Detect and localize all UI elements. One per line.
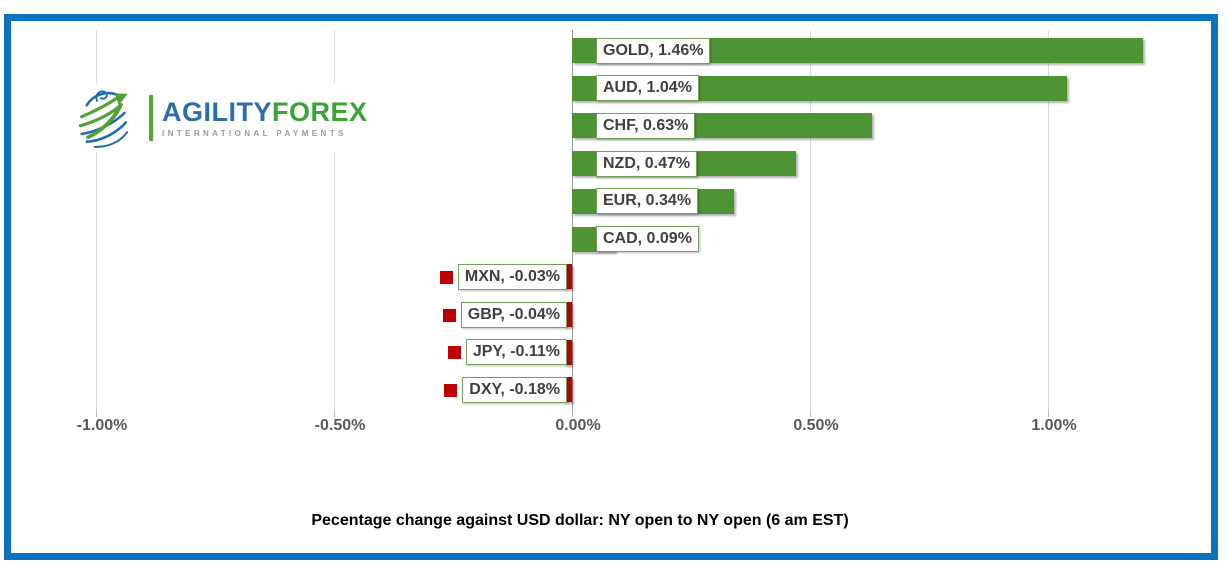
legend-key-red-square [444,383,458,397]
bar-jpy [564,340,572,365]
axis-tick-label: -1.00% [76,417,128,434]
legend-key-red-square [439,270,453,284]
chart-title: Pecentage change against USD dollar: NY … [311,512,849,529]
axis-tickmark [810,410,811,417]
bar-label-aud: AUD, 1.04% [596,75,699,101]
logo-tagline: INTERNATIONAL PAYMENTS [162,128,347,138]
axis-tick-label: 0.50% [793,417,839,434]
bar-label-row-jpy: JPY, -0.11% [447,339,567,365]
agilityforex-logo: AGILITYFOREX INTERNATIONAL PAYMENTS [48,84,367,152]
logo-separator-bar [149,95,153,141]
bar-label-row-gbp: GBP, -0.04% [442,302,567,328]
bar-label-row-mxn: MXN, -0.03% [439,264,567,290]
bar-label-cad: CAD, 0.09% [596,226,699,252]
legend-key-red-square [442,308,456,322]
bar-gbp [564,302,572,327]
bar-dxy [564,377,572,402]
bar-label-dxy: DXY, -0.18% [462,377,567,403]
axis-tick-label: 0.00% [555,417,601,434]
bar-label-row-dxy: DXY, -0.18% [444,377,567,403]
legend-key-red-square [447,345,461,359]
gridline [96,30,97,410]
bar-label-mxn: MXN, -0.03% [457,264,567,290]
chart-outer-border [4,14,1218,560]
bar-label-nzd: NZD, 0.47% [596,151,698,177]
gridline [1048,30,1049,410]
bar-label-jpy: JPY, -0.11% [465,339,567,365]
axis-tick-label: 1.00% [1031,417,1077,434]
logo-brand-forex: FOREX [272,96,368,127]
logo-brand-text: AGILITYFOREX [162,96,368,127]
globe-swirl-icon [78,90,129,148]
axis-tick-label: -0.50% [314,417,366,434]
bar-label-gold: GOLD, 1.46% [596,38,711,64]
axis-tickmark [334,410,335,417]
gridline [334,30,335,410]
bar-label-gbp: GBP, -0.04% [460,302,567,328]
bar-mxn [564,264,572,289]
axis-tickmark [572,410,573,417]
axis-tickmark [1048,410,1049,417]
bar-label-eur: EUR, 0.34% [596,188,699,214]
gridline [810,30,811,410]
bar-label-chf: CHF, 0.63% [596,113,696,139]
logo-brand-agility: AGILITY [162,96,272,127]
axis-tickmark [96,410,97,417]
zero-axis-line [572,30,573,410]
